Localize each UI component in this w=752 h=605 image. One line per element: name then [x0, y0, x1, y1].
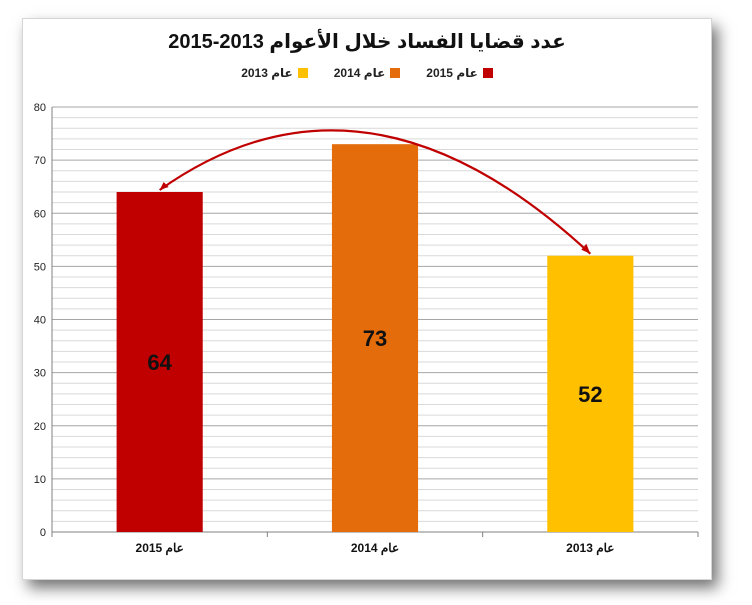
y-tick-label: 10: [34, 474, 46, 486]
data-label: 64: [147, 350, 172, 375]
y-tick-label: 60: [34, 208, 46, 220]
y-tick-label: 20: [34, 421, 46, 433]
legend-swatch-2014: [390, 68, 401, 78]
legend-label-2013: عام 2013: [241, 66, 293, 80]
chart-card: عدد قضايا الفساد خلال الأعوام 2013-2015 …: [22, 18, 712, 580]
legend-label-2015: عام 2015: [426, 66, 478, 80]
legend-label-2014: عام 2014: [333, 66, 386, 80]
legend-item-2015: عام 2015: [426, 66, 493, 80]
bar: [116, 192, 203, 532]
data-label: 73: [363, 326, 387, 351]
legend-swatch-2015: [482, 68, 493, 78]
chart-title: عدد قضايا الفساد خلال الأعوام 2013-2015: [168, 31, 566, 53]
trend-arc-arrowhead-right: [581, 243, 591, 254]
legend-item-2013: عام 2013: [241, 66, 308, 80]
data-label: 52: [578, 382, 602, 407]
bar: [547, 255, 634, 532]
y-tick-label: 40: [34, 315, 46, 327]
trend-arc-arrowhead-left: [159, 182, 169, 190]
x-tick-label: عام 2015: [136, 541, 184, 556]
x-tick-label: عام 2013: [566, 541, 614, 556]
x-tick-label: عام 2014: [351, 541, 399, 556]
y-tick-label: 70: [34, 155, 46, 167]
y-tick-label: 50: [34, 261, 46, 273]
legend-swatch-2013: [297, 68, 308, 78]
legend-item-2014: عام 2014: [334, 66, 401, 80]
y-tick-label: 30: [34, 368, 46, 380]
bar: [331, 144, 419, 532]
y-tick-label: 80: [34, 102, 46, 114]
trend-arc: [159, 129, 592, 255]
bar-chart-plot: 0 10 20 30 40 50 60 70 80 64 عام 2015 73 عام 2014 52 ع…: [34, 102, 699, 556]
chart-legend: عام 2015 عام 2014 عام 2013: [23, 66, 711, 80]
y-tick-label: 0: [40, 527, 46, 539]
